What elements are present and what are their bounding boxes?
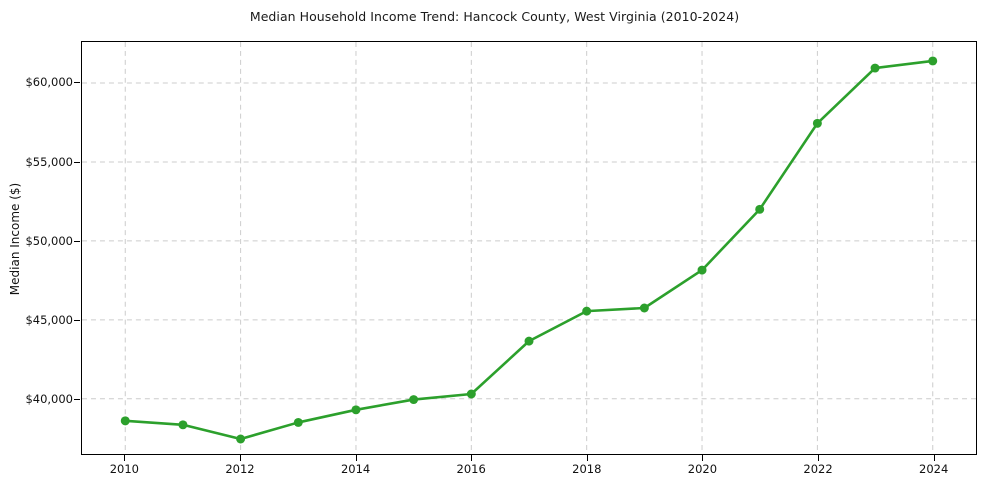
- x-axis-tick-label: 2018: [572, 462, 602, 476]
- series-line: [123, 59, 935, 441]
- data-point-marker: 2023: 60950: [870, 63, 880, 73]
- x-axis-tick-label: 2012: [225, 462, 255, 476]
- x-axis-tick-label: 2024: [919, 462, 949, 476]
- y-axis-tick-label: $40,000: [25, 392, 73, 407]
- data-point-marker: 2010: 38600: [120, 416, 130, 426]
- data-point-marker: 2014: 39300: [351, 405, 361, 415]
- y-axis-tick-mark: [74, 161, 80, 163]
- x-axis-tick-label: 2022: [803, 462, 833, 476]
- plot-area: 2010: 38600 2011: 38350 2012: 37450 2013: 3…: [81, 41, 977, 455]
- data-point-marker: 2022: 57450: [812, 118, 822, 128]
- x-axis-tick-mark: [239, 455, 241, 461]
- chart-title: Median Household Income Trend: Hancock C…: [249, 9, 740, 24]
- y-axis-tick-labels: $40,000 $45,000 $50,000 $55,000 $60,000: [0, 0, 73, 490]
- data-point-marker: 2015: 39950: [409, 395, 419, 405]
- x-axis-tick-mark: [702, 455, 704, 461]
- x-axis-tick-label: 2010: [109, 462, 139, 476]
- x-axis-tick-mark: [818, 455, 820, 461]
- x-axis-tick-label: 2020: [687, 462, 718, 476]
- x-axis-tick-mark: [933, 455, 935, 461]
- data-point-marker: 2024: 61400: [928, 56, 938, 66]
- y-axis-tick-label: $55,000: [25, 154, 73, 169]
- x-axis-tick-label: 2014: [340, 462, 371, 476]
- x-axis-tick-mark: [124, 455, 126, 461]
- data-point-marker: 2019: 45750: [639, 303, 649, 313]
- x-axis-tick-mark: [586, 455, 588, 461]
- data-point-marker: 2012: 37450: [236, 434, 246, 444]
- data-point-marker: 2018: 45550: [582, 306, 592, 316]
- y-axis-tick-label: $50,000: [25, 233, 73, 248]
- x-axis-tick-mark: [471, 455, 473, 461]
- y-axis-tick-label: $60,000: [25, 75, 73, 90]
- data-point-marker: 2017: 43650: [524, 336, 534, 346]
- gridlines: [82, 42, 976, 454]
- x-axis-tick-mark: [355, 455, 357, 461]
- x-axis-tick-labels: 2010 2012 2014 2016 2018 2020 2022 2024: [0, 462, 989, 486]
- data-point-marker: 2020: 48150: [697, 265, 707, 275]
- data-series-line: 2010: 38600 2011: 38350 2012: 37450 2013: 3…: [120, 56, 938, 444]
- data-point-marker: 2011: 38350: [178, 420, 188, 430]
- y-axis-tick-mark: [74, 82, 80, 84]
- data-point-marker: 2021: 52000: [755, 204, 765, 214]
- data-point-marker: 2016: 40300: [466, 389, 476, 399]
- y-axis-tick-mark: [74, 240, 80, 242]
- y-axis-tick-label: $45,000: [25, 313, 73, 328]
- y-axis-tick-mark: [74, 320, 80, 322]
- data-point-marker: 2013: 38500: [293, 417, 303, 427]
- x-axis-tick-label: 2016: [456, 462, 486, 476]
- y-axis-tick-mark: [74, 399, 80, 401]
